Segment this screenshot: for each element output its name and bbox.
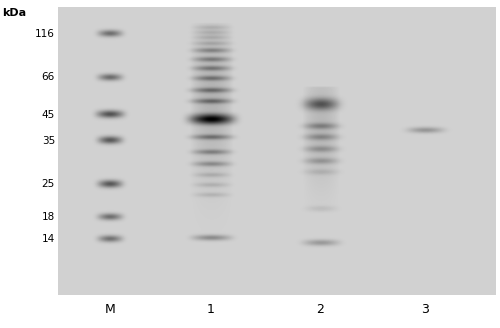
Text: 14: 14 <box>42 234 55 244</box>
Text: 18: 18 <box>42 212 55 222</box>
Text: 35: 35 <box>42 136 55 146</box>
Text: 1: 1 <box>206 303 214 317</box>
Text: 3: 3 <box>421 303 429 317</box>
Text: 45: 45 <box>42 110 55 120</box>
Text: 116: 116 <box>35 29 55 39</box>
Text: M: M <box>104 303 116 317</box>
Text: kDa: kDa <box>2 8 26 18</box>
Text: 2: 2 <box>316 303 324 317</box>
Text: 66: 66 <box>42 72 55 82</box>
Text: 25: 25 <box>42 179 55 189</box>
